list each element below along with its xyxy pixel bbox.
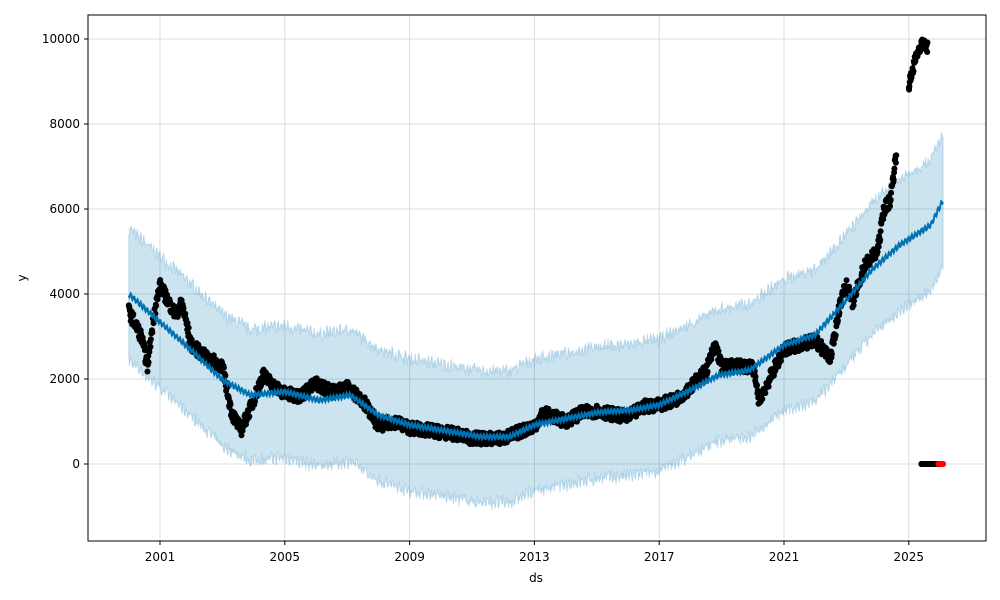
actual-point (850, 302, 857, 309)
actual-point (220, 364, 227, 371)
actual-point (759, 396, 766, 402)
y-tick-label: 10000 (42, 32, 80, 46)
actual-point (892, 159, 899, 166)
actual-point (325, 380, 331, 387)
actual-point (222, 372, 229, 379)
actual-point (146, 348, 153, 355)
actual-point (130, 311, 137, 318)
actual-point (704, 368, 711, 375)
actual-point (752, 373, 759, 380)
actual-point (153, 302, 160, 309)
actual-point (875, 243, 882, 250)
actual-point (754, 382, 760, 389)
x-axis: 2001 2005 2009 2013 2017 2021 2025 (145, 541, 924, 564)
forecast-line (127, 199, 944, 442)
actual-point (182, 310, 189, 317)
actual-point (891, 165, 898, 172)
actual-point (238, 432, 245, 439)
grid (88, 15, 986, 541)
actual-point (765, 383, 772, 390)
x-tick-label: 2017 (644, 550, 675, 564)
actual-point (851, 297, 857, 304)
actual-point (888, 189, 895, 196)
actual-point (808, 343, 815, 350)
x-tick-label: 2001 (145, 550, 176, 564)
uncertainty-band (128, 130, 944, 511)
y-tick-label: 8000 (49, 117, 80, 131)
y-axis: 0 2000 4000 6000 8000 10000 (42, 32, 88, 471)
actual-point (830, 340, 837, 347)
x-tick-label: 2009 (394, 550, 425, 564)
actual-point (843, 277, 850, 284)
actual-point (828, 351, 835, 358)
actual-point (834, 317, 841, 324)
actual-point (877, 228, 884, 235)
x-tick-label: 2025 (894, 550, 925, 564)
x-axis-label: ds (529, 571, 543, 585)
actual-point (715, 348, 722, 355)
actual-point (880, 216, 887, 223)
actual-point (924, 49, 931, 55)
actual-point (890, 176, 897, 183)
actual-point (144, 368, 151, 375)
actual-point (708, 356, 715, 363)
x-tick-label: 2021 (769, 550, 800, 564)
actual-point (259, 380, 266, 387)
y-tick-label: 4000 (49, 287, 80, 301)
y-axis-label: y (15, 274, 29, 281)
actual-point (893, 152, 900, 159)
actual-point (778, 357, 784, 364)
actual-point (887, 203, 893, 210)
actual-point (887, 196, 894, 203)
actual-point (154, 296, 161, 303)
actual-point (185, 324, 192, 331)
actual-point (147, 343, 154, 350)
actual-point (436, 435, 443, 442)
actual-point (832, 332, 839, 339)
x-tick-label: 2005 (270, 550, 301, 564)
actual-point (874, 248, 881, 255)
future-point (940, 461, 947, 467)
actual-point (149, 329, 156, 336)
x-tick-label: 2013 (519, 550, 550, 564)
actual-point (227, 401, 234, 408)
actual-point (147, 336, 154, 343)
actual-point (910, 68, 917, 75)
y-tick-label: 0 (72, 457, 80, 471)
actual-point (877, 236, 884, 243)
actual-point (762, 390, 769, 397)
y-tick-label: 6000 (49, 202, 80, 216)
actual-point (184, 320, 191, 326)
actual-point (924, 39, 931, 46)
actual-point (246, 413, 253, 420)
actual-point (141, 342, 148, 349)
actual-point (356, 391, 363, 397)
plot-frame (87, 14, 987, 542)
y-tick-label: 2000 (49, 372, 80, 386)
actual-point (145, 359, 152, 366)
